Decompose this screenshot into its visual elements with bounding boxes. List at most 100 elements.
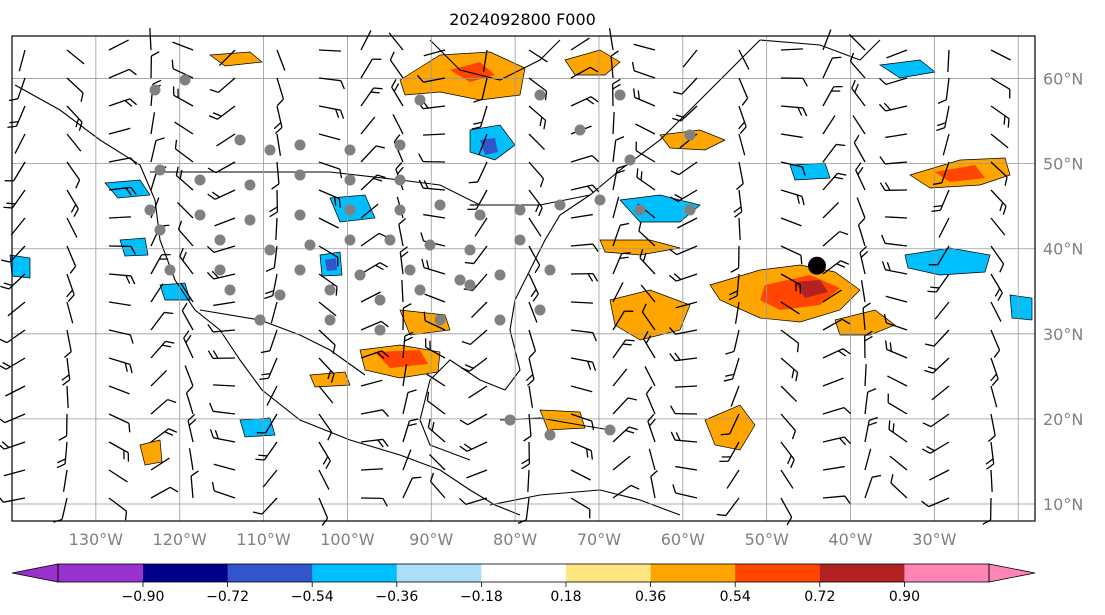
wind-barb <box>612 136 625 163</box>
wind-barb <box>264 273 278 300</box>
station-dot <box>574 124 586 136</box>
station-dot <box>324 314 336 326</box>
wind-barb <box>570 37 590 51</box>
station-dot <box>394 204 406 216</box>
wind-barb <box>528 105 547 130</box>
wind-barb <box>730 385 740 407</box>
wind-barb <box>360 468 384 471</box>
wind-barb <box>318 77 345 90</box>
wind-barb <box>360 409 389 418</box>
wind-barb <box>211 481 236 499</box>
wind-barb <box>864 448 872 471</box>
wind-barb <box>318 189 341 208</box>
wind-barb <box>670 405 698 415</box>
negative-anomaly-patch <box>239 417 276 438</box>
colorbar-tick-label: −0.18 <box>460 589 503 605</box>
wind-barb <box>265 245 278 272</box>
station-dot <box>414 284 426 296</box>
station-dot <box>374 324 386 336</box>
wind-barb <box>318 105 345 119</box>
wind-barb <box>423 311 446 331</box>
wind-barb <box>570 329 597 342</box>
positive-anomaly-patch <box>375 350 428 368</box>
wind-barb <box>318 441 331 470</box>
wind-barb <box>669 245 698 256</box>
wind-barb <box>318 385 334 404</box>
wind-barb <box>360 320 389 331</box>
wind-barb <box>206 270 236 280</box>
positive-anomaly-patch <box>795 280 828 298</box>
wind-barb <box>171 59 194 79</box>
lon-tick-label: 90°W <box>409 530 453 549</box>
wind-barb <box>209 402 236 415</box>
station-dot <box>684 204 696 216</box>
station-dot <box>534 304 546 316</box>
wind-barb <box>56 441 68 469</box>
wind-barb <box>612 310 634 331</box>
wind-barb <box>360 379 383 387</box>
wind-barb <box>150 311 174 331</box>
wind-barb <box>738 105 747 135</box>
wind-barb <box>723 357 740 382</box>
wind-barb <box>570 357 597 371</box>
station-dot <box>514 204 526 216</box>
wind-barb <box>209 429 236 443</box>
station-dot <box>294 139 306 151</box>
positive-anomaly-patch <box>834 309 896 336</box>
wind-barb <box>864 474 882 499</box>
wind-barb <box>860 280 866 303</box>
wind-barb <box>276 133 282 156</box>
lon-tick-label: 30°W <box>912 530 956 549</box>
colorbar-segment <box>819 564 905 582</box>
wind-barb <box>150 112 156 135</box>
wind-barb <box>360 145 385 163</box>
wind-barb <box>262 469 278 488</box>
wind-barb <box>928 245 950 266</box>
wind-barb <box>780 385 798 403</box>
station-dot <box>244 214 256 226</box>
wind-barb <box>648 448 656 471</box>
wind-barb <box>150 51 160 79</box>
wind-barb <box>176 201 194 219</box>
colorbar-segment <box>312 564 398 582</box>
wind-barb <box>822 260 850 275</box>
wind-barb <box>878 102 908 112</box>
wind-barb <box>150 486 179 499</box>
wind-barb <box>108 68 137 79</box>
station-dot <box>424 239 436 251</box>
wind-barb <box>318 329 336 354</box>
station-dot <box>304 239 316 251</box>
wind-barb <box>108 497 128 521</box>
wind-barb <box>647 413 656 443</box>
wind-barb <box>185 385 194 415</box>
station-dot <box>594 194 606 206</box>
wind-barb <box>675 465 698 471</box>
wind-barb <box>990 385 998 408</box>
wind-barb <box>521 441 531 470</box>
station-dot <box>254 314 266 326</box>
wind-barb <box>108 216 132 219</box>
colorbar-tick-label: 0.72 <box>804 589 835 605</box>
wind-barb <box>921 497 950 508</box>
station-dot <box>154 164 166 176</box>
station-dot <box>544 264 556 276</box>
station-dot <box>154 224 166 236</box>
wind-barb <box>822 143 846 163</box>
wind-barb <box>58 413 68 441</box>
wind-barb <box>66 385 69 409</box>
wind-barb <box>209 77 236 94</box>
wind-barb <box>990 469 993 493</box>
wind-barb <box>780 217 802 227</box>
wind-barb <box>184 365 194 387</box>
wind-barb <box>570 154 600 163</box>
wind-barb <box>822 115 836 135</box>
wind-barb <box>270 301 278 324</box>
station-dot <box>214 234 226 246</box>
station-dot <box>354 269 366 281</box>
wind-barb <box>402 449 412 471</box>
wind-barb <box>528 161 545 188</box>
wind-barb <box>318 413 333 441</box>
wind-barb <box>985 441 995 470</box>
wind-barb <box>470 301 488 319</box>
